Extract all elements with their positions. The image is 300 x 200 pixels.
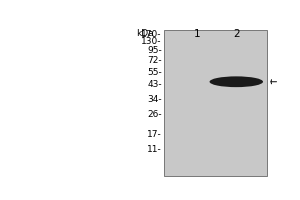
Text: 1: 1 — [194, 29, 200, 39]
Text: 72-: 72- — [147, 56, 162, 65]
Text: 11-: 11- — [147, 145, 162, 154]
Text: 95-: 95- — [147, 46, 162, 55]
Bar — [164, 30, 266, 176]
Text: kDa: kDa — [136, 29, 154, 38]
Text: 26-: 26- — [147, 110, 162, 119]
Text: 34-: 34- — [147, 95, 162, 104]
Text: 2: 2 — [233, 29, 240, 39]
Ellipse shape — [209, 76, 263, 87]
Text: 170-: 170- — [141, 30, 162, 39]
Text: 43-: 43- — [147, 80, 162, 89]
Text: 55-: 55- — [147, 68, 162, 77]
Text: 17-: 17- — [147, 130, 162, 139]
Text: 130-: 130- — [141, 37, 162, 46]
